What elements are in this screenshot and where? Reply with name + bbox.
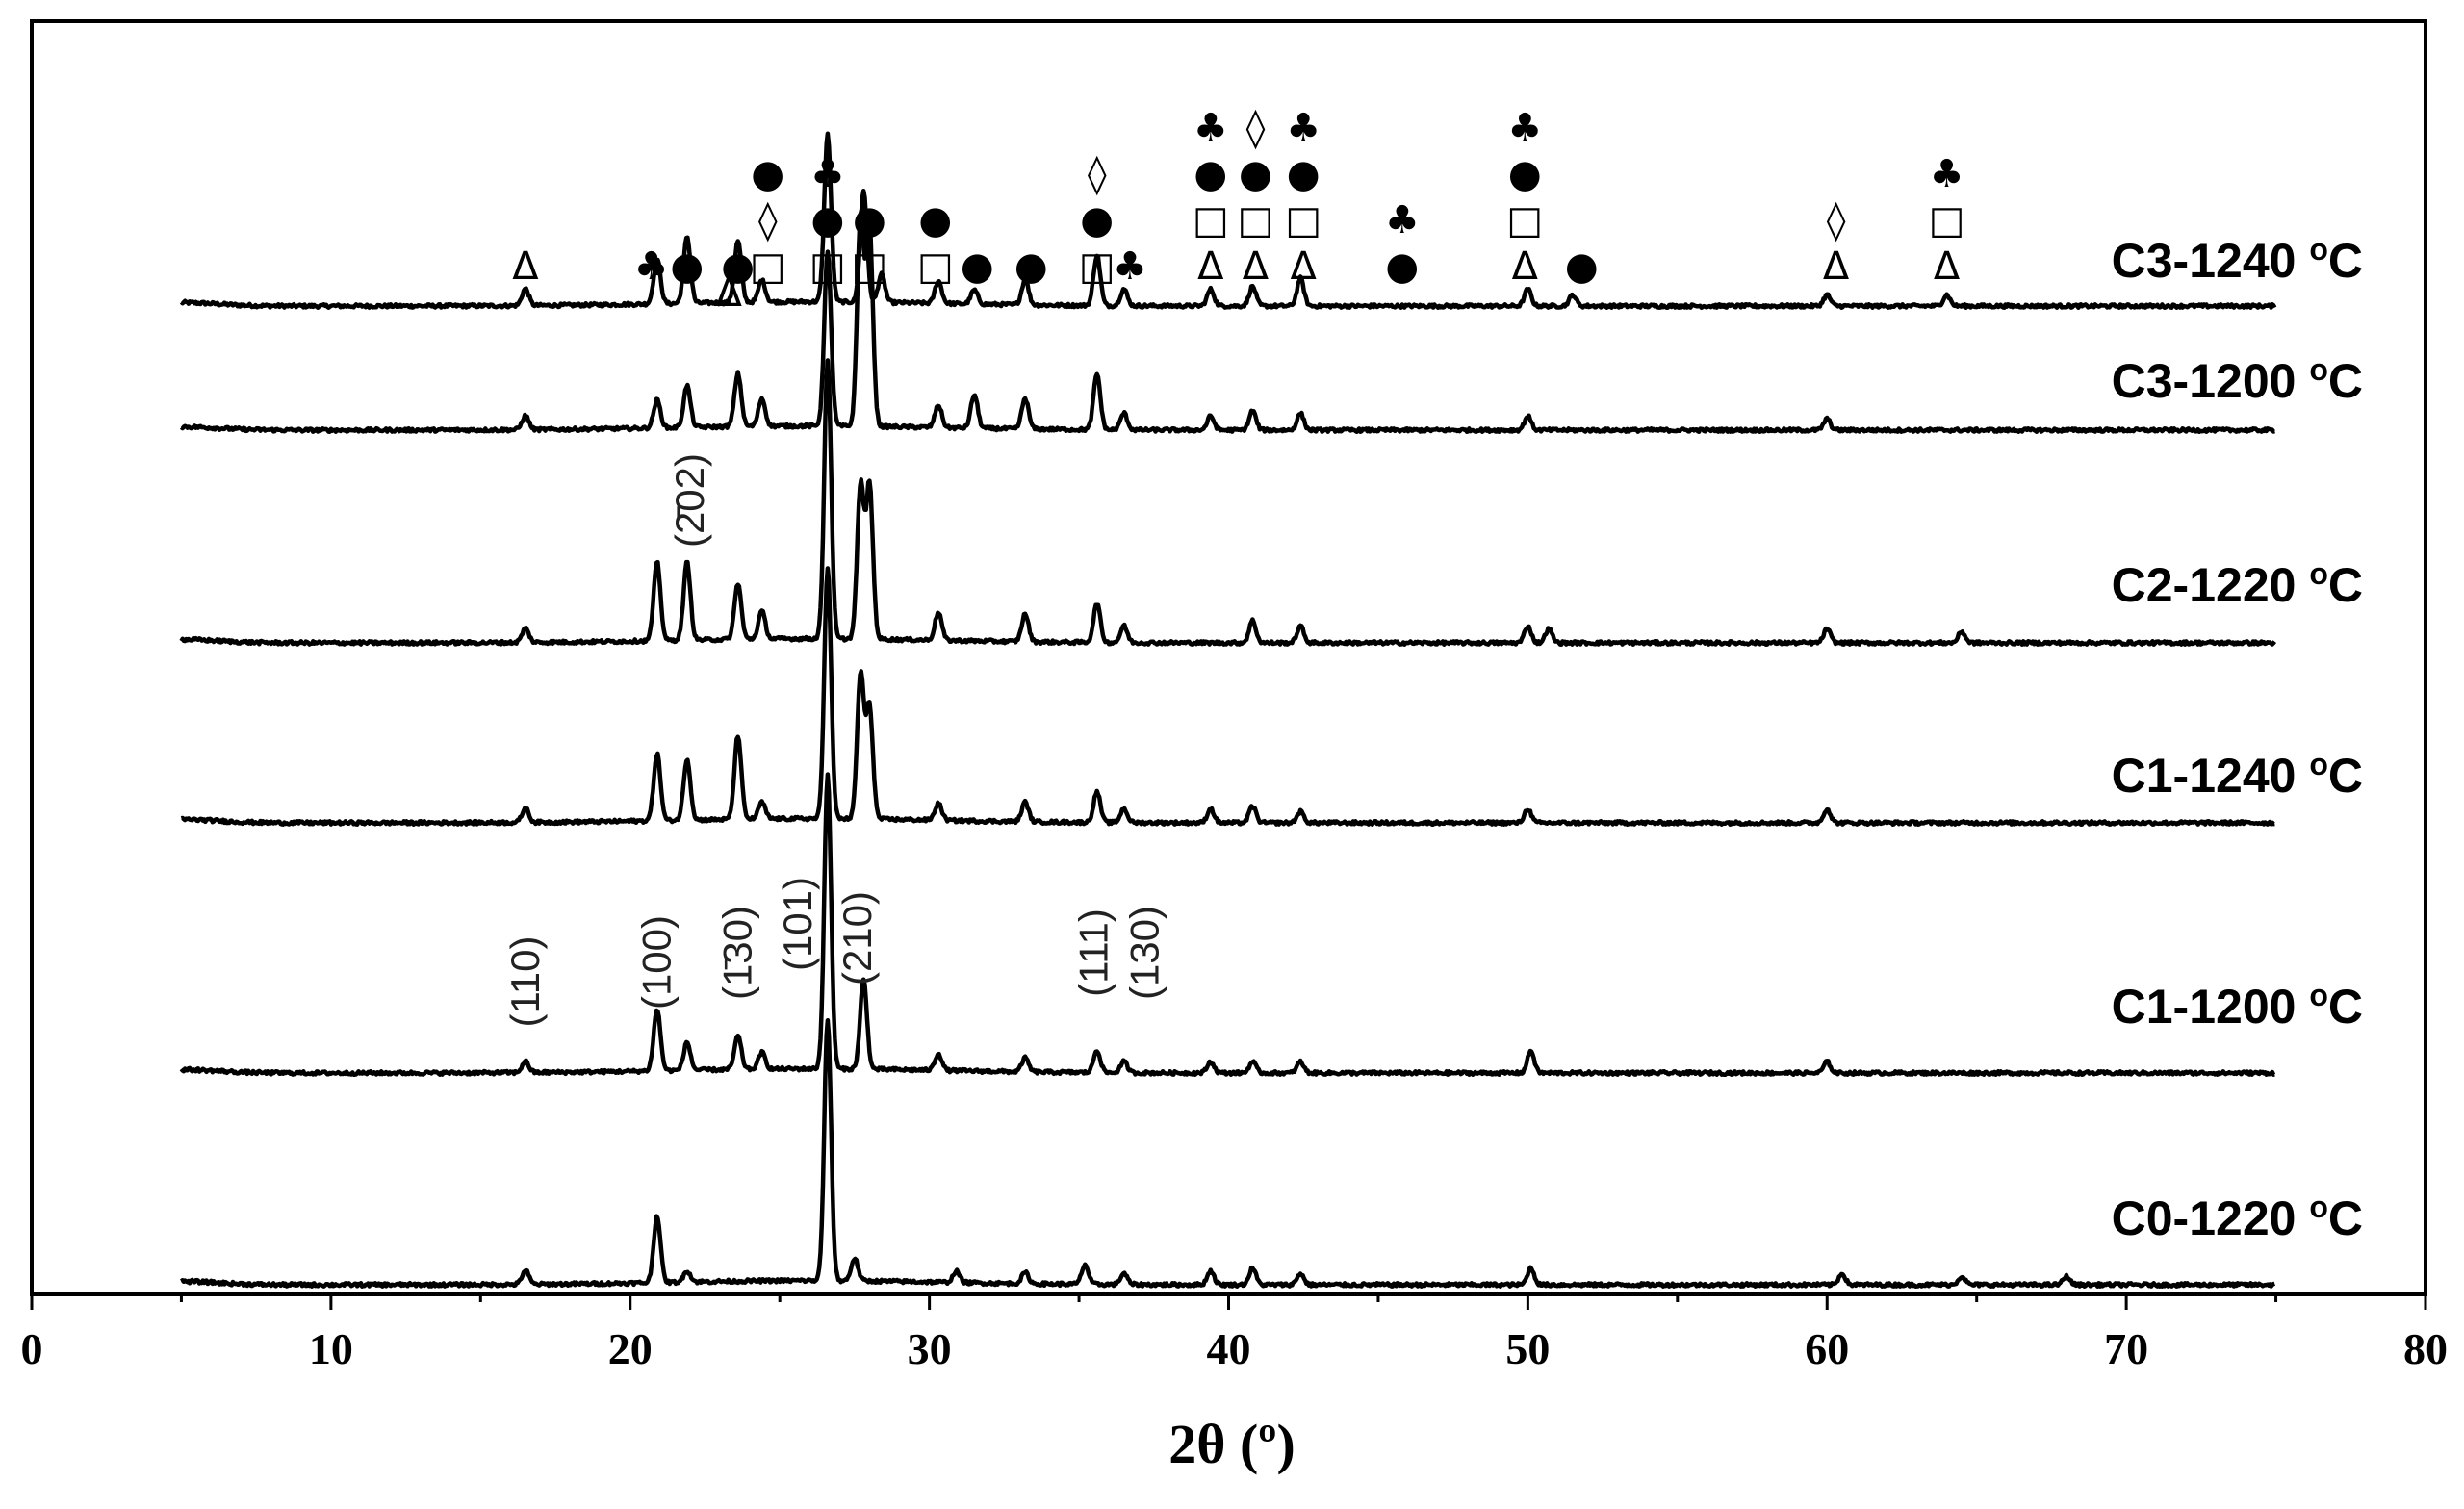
series-label: C1-1200 oC (2112, 978, 2363, 1034)
series-labels: C3-1240 oC C3-1200 oC C2-1220 oC C1-1240 oC… (2112, 232, 2363, 1245)
miller-index-label: (101) (775, 877, 820, 971)
dot-marker: ● (853, 198, 886, 243)
club-marker: ♣ (634, 244, 669, 289)
dot-marker: ● (1385, 244, 1419, 289)
diffraction-traces (179, 131, 2277, 1289)
series-label: C3-1240 oC (2112, 232, 2363, 288)
club-marker: ♣ (1194, 106, 1228, 150)
triangle-marker: Δ (1934, 244, 1961, 289)
dot-marker: ● (961, 244, 994, 289)
trace-c2-1220 (179, 358, 2277, 647)
x-tick-label: 70 (2104, 1324, 2148, 1373)
series-label: C3-1200 oC (2112, 352, 2363, 408)
x-axis: 0 10 20 30 40 50 60 70 80 (21, 1294, 2448, 1373)
triangle-marker: Δ (1243, 244, 1270, 289)
series-label: C2-1220 oC (2112, 556, 2363, 612)
x-axis-title: 2θ (º) (1168, 1413, 1296, 1475)
club-marker: ♣ (1507, 106, 1542, 150)
x-tick-label: 20 (608, 1324, 653, 1373)
square-marker: □ (809, 244, 846, 289)
x-tick-label: 60 (1805, 1324, 1849, 1373)
square-marker: □ (1079, 244, 1116, 289)
trace-c3-1200 (179, 209, 2276, 434)
triangle-marker: Δ (716, 271, 743, 316)
miller-index-label: (100) (634, 915, 680, 1010)
miller-index-label: (1̄30) (715, 906, 760, 1000)
trace-c3-1240 (179, 131, 2277, 310)
diamond-marker: ◊ (758, 198, 778, 243)
dot-marker: ● (1080, 198, 1114, 243)
dot-marker: ● (1565, 244, 1599, 289)
x-tick-label: 10 (309, 1324, 353, 1373)
dot-marker: ● (670, 244, 704, 289)
triangle-marker: Δ (1291, 244, 1318, 289)
square-marker: □ (852, 244, 888, 289)
dot-marker: ● (810, 198, 844, 243)
dot-marker: ● (918, 198, 952, 243)
series-label: C1-1240 oC (2112, 747, 2363, 803)
x-tick-label: 30 (908, 1324, 952, 1373)
trace-c1-1200 (179, 772, 2276, 1077)
square-marker: □ (1506, 198, 1543, 243)
miller-index-label: (130) (1121, 906, 1167, 1000)
dot-marker: ● (1287, 152, 1321, 196)
square-marker: □ (1193, 198, 1229, 243)
miller-index-label: (2̄02) (667, 453, 712, 548)
dot-marker: ● (1194, 152, 1227, 196)
triangle-marker: Δ (1823, 244, 1850, 289)
square-marker: □ (1285, 198, 1322, 243)
dot-marker: ● (751, 152, 784, 196)
club-marker: ♣ (1113, 244, 1147, 289)
x-tick-label: 80 (2403, 1324, 2448, 1373)
miller-index-label: (110) (502, 936, 548, 1028)
club-marker: ♣ (1385, 198, 1420, 243)
trace-c1-1240 (180, 566, 2276, 827)
x-tick-label: 0 (21, 1324, 43, 1373)
diamond-marker: ◊ (1088, 152, 1107, 196)
miller-index-label: (111) (1071, 908, 1116, 997)
square-marker: □ (1929, 198, 1965, 243)
dot-marker: ● (1508, 152, 1542, 196)
dot-marker: ● (1239, 152, 1272, 196)
dot-marker: ● (721, 244, 755, 289)
triangle-marker: Δ (1512, 244, 1539, 289)
x-tick-label: 50 (1505, 1324, 1550, 1373)
series-label: C0-1220 oC (2112, 1189, 2363, 1245)
x-tick-label: 40 (1207, 1324, 1251, 1373)
square-marker: □ (750, 244, 786, 289)
diamond-marker: ◊ (1246, 106, 1266, 150)
miller-index-labels: (110) (100) (1̄30) (101) (210) (111) (130) (2̄0… (502, 453, 1168, 1028)
triangle-marker: Δ (512, 244, 539, 289)
square-marker: □ (1238, 198, 1274, 243)
club-marker: ♣ (810, 152, 845, 196)
club-marker: ♣ (1930, 152, 1964, 196)
triangle-marker: Δ (1197, 244, 1224, 289)
phase-markers: Δ ♣ ●Δ●□◊●□●♣□●□●● ● □●◊♣ Δ□●♣Δ□●◊Δ□●♣●♣Δ□●♣●… (512, 106, 1964, 316)
trace-c0-1220 (179, 1018, 2276, 1289)
diamond-marker: ◊ (1827, 198, 1846, 243)
miller-index-label: (210) (834, 891, 880, 985)
club-marker: ♣ (1286, 106, 1321, 150)
dot-marker: ● (1014, 244, 1048, 289)
square-marker: □ (917, 244, 954, 289)
